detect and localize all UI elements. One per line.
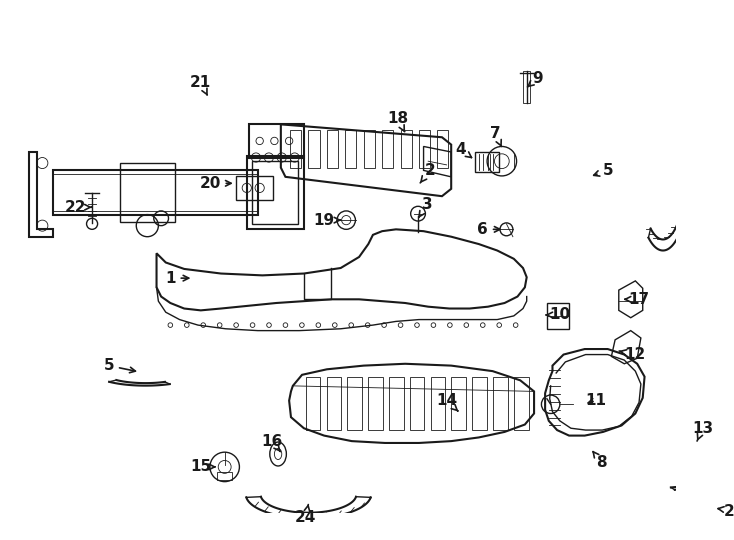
Bar [236, 176, 272, 200]
Bar [389, 377, 404, 430]
Text: 12: 12 [619, 347, 646, 362]
Bar [368, 377, 383, 430]
Text: 16: 16 [261, 434, 283, 451]
Text: 3: 3 [418, 197, 432, 217]
Text: 5: 5 [103, 358, 135, 373]
Bar [410, 377, 424, 430]
Text: 2: 2 [420, 163, 435, 183]
Text: 11: 11 [585, 393, 606, 408]
Text: 14: 14 [436, 393, 458, 411]
Text: 22: 22 [65, 200, 92, 215]
Text: 5: 5 [594, 163, 613, 178]
Bar [217, 472, 232, 480]
Bar [523, 71, 531, 103]
Bar [347, 377, 362, 430]
Bar [252, 161, 298, 224]
Text: 15: 15 [190, 460, 215, 475]
Text: 1: 1 [165, 271, 189, 286]
Text: 7: 7 [490, 126, 501, 146]
Bar [431, 377, 446, 430]
Text: 21: 21 [190, 75, 211, 95]
Bar [493, 377, 508, 430]
Bar [472, 377, 487, 430]
Bar [327, 377, 341, 430]
Text: 13: 13 [692, 421, 713, 441]
Text: 8: 8 [593, 451, 606, 470]
Text: 9: 9 [528, 71, 543, 87]
Bar [514, 377, 528, 430]
Text: 24: 24 [295, 504, 316, 525]
Text: 17: 17 [625, 292, 650, 307]
Bar [451, 377, 466, 430]
Text: 6: 6 [477, 222, 500, 237]
Text: 19: 19 [313, 213, 341, 228]
Bar [475, 152, 499, 172]
Text: 23: 23 [718, 504, 734, 518]
Bar [305, 377, 321, 430]
Text: 18: 18 [388, 111, 408, 132]
Text: 4: 4 [455, 141, 471, 158]
Text: 20: 20 [199, 176, 231, 191]
Text: 10: 10 [546, 307, 570, 322]
